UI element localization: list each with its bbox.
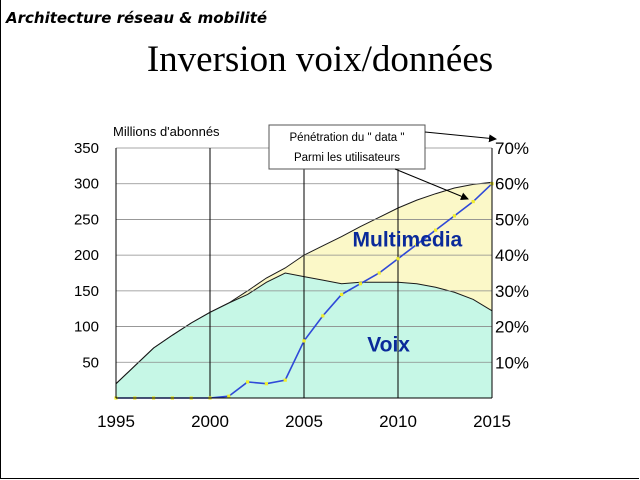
y2-tick-label: 70% [495, 139, 529, 158]
callout-line-1: Pénétration du " data " [290, 132, 405, 144]
callout-line-2: Parmi les utilisateurs [294, 152, 400, 164]
x-tick-label: 1995 [97, 412, 135, 431]
penetration-point [358, 282, 362, 286]
header-banner: Architecture réseau & mobilité [6, 9, 268, 27]
y-tick-label: 200 [74, 247, 99, 264]
y-tick-label: 250 [74, 211, 99, 228]
penetration-point [396, 257, 400, 261]
callout-arrow-line [394, 168, 469, 201]
penetration-point [452, 214, 456, 218]
penetration-point [302, 339, 306, 343]
penetration-point [415, 242, 419, 247]
x-tick-label: 2000 [191, 412, 229, 431]
penetration-point [246, 380, 250, 384]
y-tick-label: 350 [74, 140, 99, 157]
chart-axes [115, 148, 493, 399]
y2-tick-label: 40% [495, 246, 529, 265]
x-tick-label: 2015 [473, 412, 511, 431]
y-tick-label: 50 [82, 354, 99, 371]
penetration-point [377, 271, 381, 275]
y2-tick-label: 30% [495, 282, 529, 301]
x-tick-label: 2010 [379, 412, 417, 431]
y-axis-label: Millions d'abonnés [113, 124, 220, 139]
y2-tick-label: 50% [495, 210, 529, 229]
y-tick-label: 150 [74, 283, 99, 300]
penetration-point [227, 394, 231, 398]
penetration-point [283, 378, 287, 382]
y2-tick-label: 20% [495, 318, 529, 337]
x-tick-label: 2005 [285, 412, 323, 431]
slide-title: Inversion voix/données [146, 39, 494, 80]
y2-tick-label: 60% [495, 175, 529, 194]
chart-grid [116, 147, 492, 398]
penetration-point [340, 292, 344, 297]
callout-box [268, 124, 426, 170]
penetration-point [434, 228, 438, 232]
penetration-point [471, 199, 475, 204]
penetration-point [321, 314, 325, 318]
y-tick-label: 100 [74, 319, 99, 336]
callout-arrow-axis [424, 131, 497, 143]
penetration-point [264, 382, 268, 386]
y2-tick-label: 10% [495, 353, 529, 372]
area-label: Voix [367, 334, 410, 357]
chart-labels: 50 100 150 200 250 300 350 10% 20% 30% 40% 50% 60% 70… [74, 124, 529, 431]
y-tick-label: 300 [74, 176, 99, 193]
callout-group: Pénétration du " data " Parmi les utilisa… [268, 124, 497, 201]
area-label: Multimedia [353, 229, 463, 252]
